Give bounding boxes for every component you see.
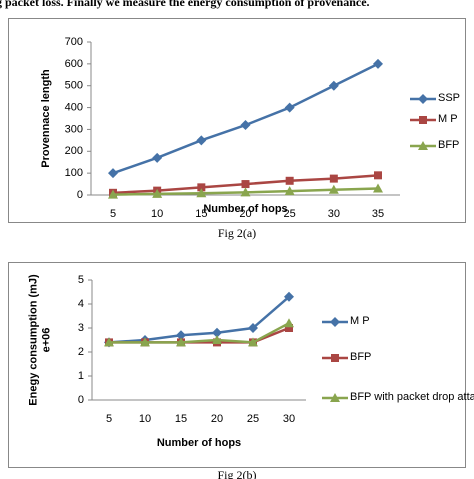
y-tick-label: 1 xyxy=(78,370,84,382)
y-tick-label: 500 xyxy=(65,80,83,92)
x-axis-title: Number of hops xyxy=(203,203,287,215)
x-tick-label: 15 xyxy=(195,208,207,220)
y-tick-label: 300 xyxy=(65,123,83,135)
x-tick-label: 35 xyxy=(372,208,384,220)
marker xyxy=(248,323,258,333)
x-tick-label: 30 xyxy=(328,208,340,220)
legend-label: M P xyxy=(350,315,370,327)
y-axis-title: Enegy consumption (mJ) xyxy=(27,274,39,406)
x-tick-label: 20 xyxy=(211,413,223,425)
legend-entry: BFP xyxy=(350,351,372,363)
marker xyxy=(196,188,207,198)
y-tick-label: 700 xyxy=(65,36,83,48)
marker xyxy=(196,135,207,146)
marker xyxy=(328,184,339,194)
series-line xyxy=(112,62,379,175)
legend-marker xyxy=(331,354,339,362)
y-tick-label: 200 xyxy=(65,145,83,157)
y-axis-title: Provennace length xyxy=(40,69,52,168)
y-tick-label: 2 xyxy=(78,346,84,358)
y-axis-title: e+06 xyxy=(40,328,52,353)
marker xyxy=(197,183,206,192)
x-tick-label: 10 xyxy=(151,208,163,220)
y-tick-label: 100 xyxy=(65,167,83,179)
x-tick-label: 25 xyxy=(284,208,296,220)
x-tick-label: 15 xyxy=(175,413,187,425)
marker xyxy=(373,183,383,193)
chart-frame xyxy=(8,18,466,223)
marker xyxy=(140,337,150,347)
legend-marker xyxy=(418,94,428,104)
marker xyxy=(212,327,222,338)
series-line xyxy=(109,322,290,344)
legend-entry: SSP xyxy=(438,92,461,104)
legend-label: M P xyxy=(438,113,458,125)
y-tick-label: 400 xyxy=(65,101,83,113)
x-tick-label: 20 xyxy=(239,208,251,220)
marker xyxy=(285,176,294,185)
marker xyxy=(329,174,338,183)
legend-entry: BFP xyxy=(438,139,460,151)
caption: Fig 2(b) xyxy=(218,468,257,479)
x-tick-label: 5 xyxy=(106,413,112,425)
y-tick-label: 600 xyxy=(65,58,83,70)
marker xyxy=(284,318,294,328)
marker xyxy=(152,188,163,198)
legend-label: SSP xyxy=(438,92,461,104)
marker xyxy=(248,337,258,347)
legend-entry: M P xyxy=(350,315,370,327)
legend-label: BFP xyxy=(350,351,372,363)
legend-entry: M P xyxy=(438,113,458,125)
marker xyxy=(240,187,251,197)
marker xyxy=(108,168,118,179)
marker xyxy=(212,335,222,344)
legend-marker xyxy=(330,317,340,327)
y-tick-label: 4 xyxy=(78,298,84,310)
caption: Fig 2(a) xyxy=(218,226,256,240)
marker xyxy=(285,324,293,332)
marker xyxy=(284,186,295,196)
marker xyxy=(284,102,295,113)
marker xyxy=(108,189,118,199)
legend-label: BFP xyxy=(438,139,460,151)
x-tick-label: 30 xyxy=(283,413,295,425)
marker xyxy=(240,120,251,131)
legend-entry: BFP with packet drop attack xyxy=(350,391,474,403)
x-axis-title: Number of hops xyxy=(157,437,241,449)
marker xyxy=(176,337,186,347)
y-tick-label: 0 xyxy=(77,189,83,201)
marker xyxy=(104,337,114,347)
marker xyxy=(241,180,250,189)
legend-marker xyxy=(419,116,427,124)
page-text: g packet loss. Finally we measure the en… xyxy=(0,0,370,9)
x-tick-label: 10 xyxy=(139,413,151,425)
marker xyxy=(373,58,383,69)
x-tick-label: 5 xyxy=(110,208,116,220)
series-line xyxy=(108,295,290,344)
y-tick-label: 3 xyxy=(78,322,84,334)
y-tick-label: 0 xyxy=(78,394,84,406)
x-tick-label: 25 xyxy=(247,413,259,425)
legend-label: BFP with packet drop attack xyxy=(350,391,474,403)
legend-marker xyxy=(418,141,428,150)
marker xyxy=(152,152,163,163)
legend-marker xyxy=(330,393,340,402)
y-tick-label: 5 xyxy=(78,274,84,286)
marker xyxy=(176,330,186,341)
chart-frame xyxy=(8,262,466,468)
marker xyxy=(284,291,294,302)
marker xyxy=(374,171,382,180)
marker xyxy=(328,80,339,91)
